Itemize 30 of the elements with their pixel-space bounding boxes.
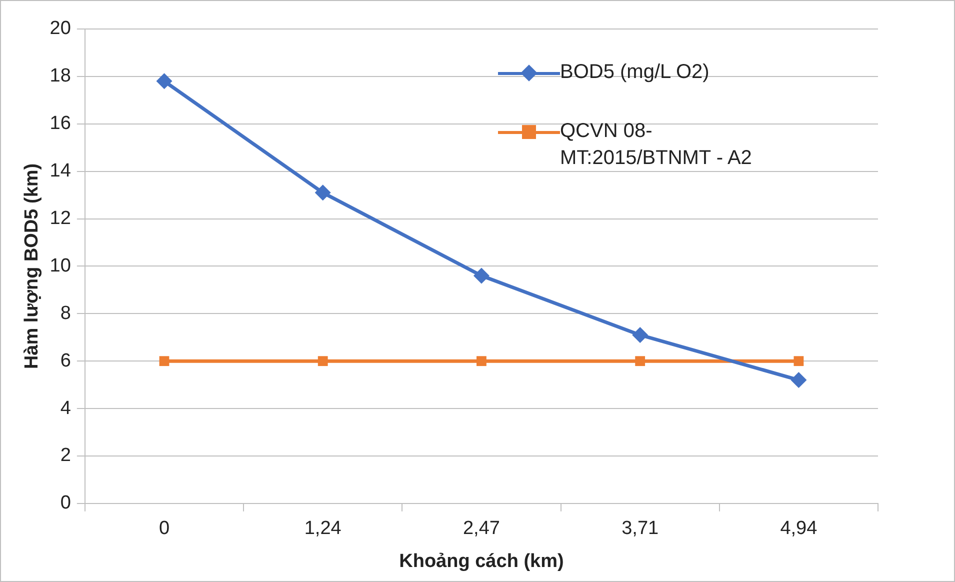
x-tick-label: 4,94: [780, 518, 818, 540]
point: [314, 184, 331, 201]
y-tick-label: 8: [60, 302, 71, 324]
y-tick-label: 18: [50, 66, 71, 87]
point: [156, 73, 172, 90]
point: [318, 356, 328, 366]
x-tick-label: 3,71: [622, 518, 659, 540]
point: [473, 268, 490, 284]
point: [794, 356, 804, 366]
point: [476, 356, 486, 366]
y-tick-label: 6: [60, 350, 71, 372]
point: [790, 372, 807, 388]
y-tick-label: 16: [50, 113, 71, 134]
y-tick-label: 14: [50, 160, 72, 182]
x-tick-label: 1,24: [304, 518, 342, 540]
y-tick-label: 12: [50, 208, 71, 229]
legend-label: QCVN 08-MT:2015/BTNMT - A2: [560, 119, 753, 171]
y-axis-title: Hàm lượng BOD5 (km): [22, 163, 43, 370]
x-tick-label: 2,47: [462, 518, 500, 540]
x-tick-label: 0: [158, 518, 170, 540]
x-axis-title: Khoảng cách (km): [399, 550, 564, 572]
y-tick-label: 0: [60, 492, 71, 514]
y-tick-label: 20: [50, 18, 71, 40]
point: [635, 356, 646, 366]
point: [632, 326, 648, 343]
legend-label: BOD5 (mg/L O2): [560, 60, 710, 85]
y-tick-label: 10: [50, 255, 71, 276]
y-tick-label: 4: [60, 398, 72, 419]
point: [159, 356, 170, 366]
y-tick-label: 2: [60, 445, 71, 466]
